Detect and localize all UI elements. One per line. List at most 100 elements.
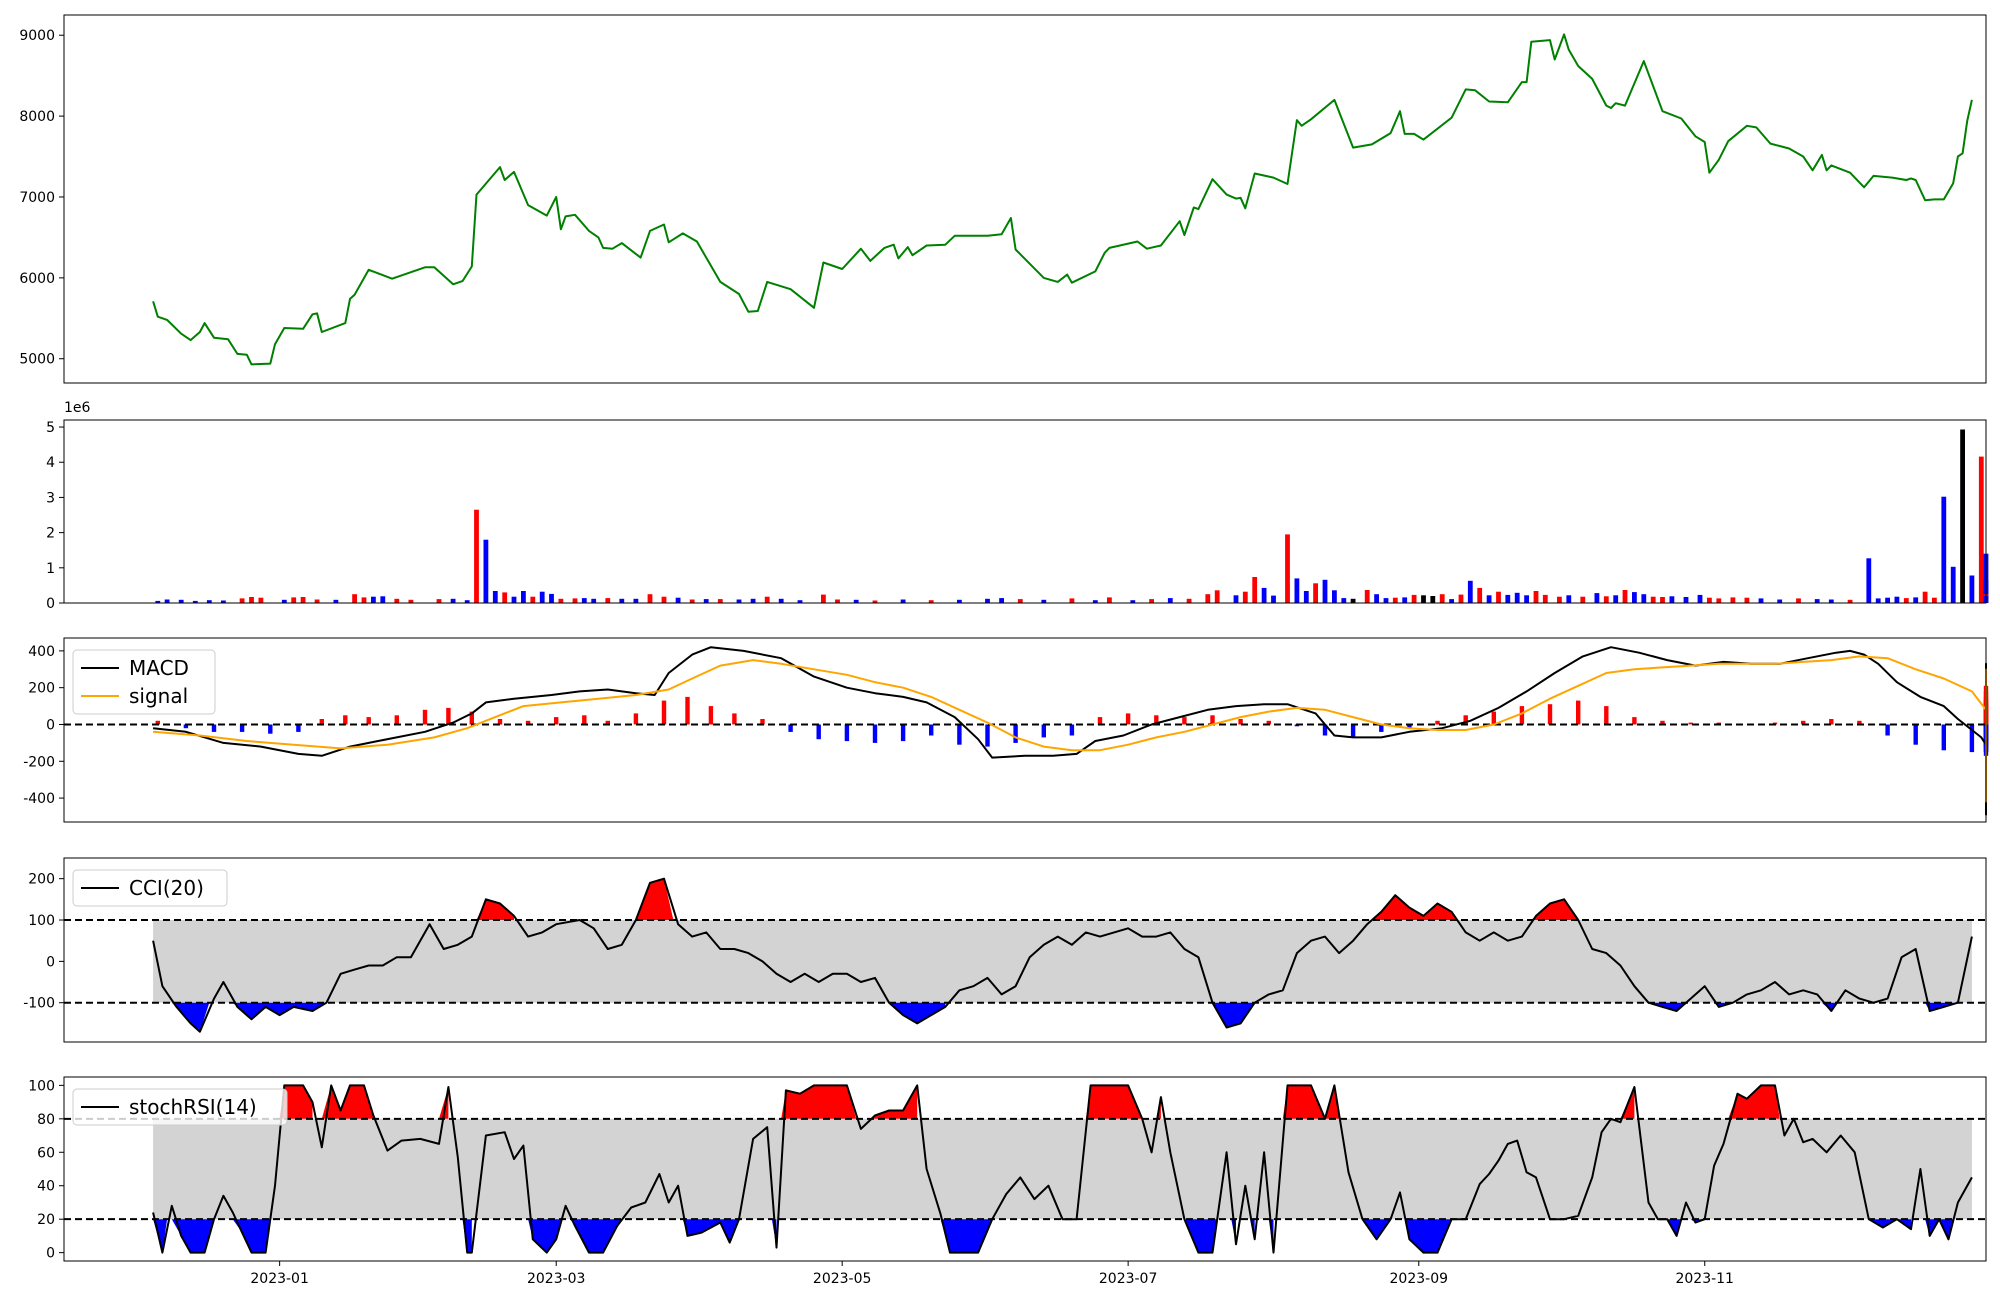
macd-ytick-label: -200 xyxy=(23,754,55,770)
macd-histogram-bar xyxy=(1913,724,1918,745)
volume-ytick-label: 1 xyxy=(46,561,55,577)
volume-bar xyxy=(1242,591,1248,603)
volume-ytick-label: 3 xyxy=(46,490,55,506)
volume-bar xyxy=(1650,596,1656,603)
volume-bar xyxy=(689,599,695,603)
stochrsi-panel: 0 20 40 60 80 100 stochRSI(14) xyxy=(28,1076,1987,1262)
volume-bar xyxy=(1932,597,1937,603)
volume-bar xyxy=(371,596,376,603)
volume-bar xyxy=(1796,598,1801,603)
macd-histogram-bar xyxy=(732,713,737,725)
price-ytick-label: 5000 xyxy=(19,352,55,368)
volume-bar xyxy=(750,598,756,603)
macd-ytick-label: 0 xyxy=(46,717,55,733)
macd-histogram-bar xyxy=(1069,724,1075,736)
volume-bar xyxy=(530,596,536,603)
macd-histogram-bar xyxy=(1041,724,1046,738)
volume-bar xyxy=(1252,577,1258,603)
volume-bar xyxy=(1392,597,1398,603)
stochrsi-overbought-fill xyxy=(153,1085,1972,1119)
macd-histogram-bar xyxy=(582,715,587,725)
volume-bar xyxy=(408,599,414,603)
volume-bar xyxy=(1875,598,1881,603)
macd-histogram-bar xyxy=(985,724,990,747)
cci-panel: -100 0 100 200 CCI(20) xyxy=(23,857,1987,1043)
macd-histogram-bar xyxy=(816,724,821,740)
cci-ytick-label: -100 xyxy=(23,996,55,1012)
volume-bar xyxy=(1641,594,1647,603)
volume-bar xyxy=(1814,599,1820,603)
volume-bar xyxy=(492,591,498,603)
volume-bar xyxy=(164,599,170,603)
volume-bar xyxy=(558,598,564,603)
volume-bar xyxy=(1449,599,1454,603)
stochrsi-ytick-label: 40 xyxy=(37,1179,55,1195)
volume-bar xyxy=(853,599,859,603)
volume-bar xyxy=(1467,580,1473,603)
volume-bar xyxy=(572,598,578,603)
volume-bar xyxy=(1383,598,1389,603)
macd-histogram-bar xyxy=(1941,724,1946,751)
macd-legend-box xyxy=(72,649,216,715)
volume-bar xyxy=(619,598,625,603)
volume-bar xyxy=(1514,592,1520,603)
volume-bar xyxy=(1271,595,1276,603)
volume-bar xyxy=(258,597,264,603)
macd-ytick-label: -400 xyxy=(23,791,55,807)
macd-histogram-bar xyxy=(319,719,324,725)
volume-bar xyxy=(1885,597,1890,603)
macd-histogram-bar xyxy=(183,724,189,729)
price-frame xyxy=(63,14,1987,384)
macd-histogram-bar xyxy=(605,720,610,725)
volume-frame xyxy=(63,419,1987,604)
volume-bar xyxy=(1744,597,1750,603)
volume-bar xyxy=(1205,594,1211,603)
macd-histogram-bar xyxy=(1125,713,1131,725)
volume-bar xyxy=(192,600,198,603)
cci-ytick-label: 200 xyxy=(28,872,55,888)
volume-bar xyxy=(1557,596,1562,603)
volume-bar xyxy=(314,599,320,603)
macd-histogram-bar xyxy=(633,713,639,725)
volume-bar xyxy=(1622,590,1628,603)
volume-bar xyxy=(1969,575,1975,603)
stochrsi-ytick-label: 100 xyxy=(28,1078,55,1094)
volume-bar xyxy=(1322,579,1328,603)
volume-bar xyxy=(239,598,245,603)
volume-bar xyxy=(1594,593,1600,603)
volume-bar xyxy=(778,598,784,603)
volume-bar xyxy=(249,597,254,603)
volume-bar xyxy=(703,599,709,603)
date-axis: 2023-01 2023-03 2023-05 2023-07 2023-09 2023-… xyxy=(250,1261,1734,1287)
volume-bar xyxy=(1092,600,1098,603)
volume-bar xyxy=(985,598,990,603)
macd-histogram-bar xyxy=(1463,715,1468,725)
macd-legend-label: MACD xyxy=(129,656,189,680)
volume-bar xyxy=(1294,578,1300,603)
volume-bar xyxy=(1566,595,1572,603)
volume-bar xyxy=(1313,583,1318,603)
volume-bar xyxy=(178,599,184,603)
signal-line xyxy=(153,655,1987,803)
volume-bar xyxy=(957,599,962,603)
cci-oversold-fill xyxy=(153,1002,1972,1032)
volume-bar xyxy=(1149,599,1154,603)
price-panel: 5000 6000 7000 8000 9000 xyxy=(19,14,1987,384)
volume-bar xyxy=(1978,456,1984,603)
volume-offset-label: 1e6 xyxy=(64,400,91,416)
price-line xyxy=(152,33,1973,366)
macd-histogram-bar xyxy=(1829,719,1834,725)
stochrsi-ytick-label: 0 xyxy=(46,1246,55,1262)
volume-bar xyxy=(1941,496,1947,603)
stochrsi-ytick-label: 60 xyxy=(37,1145,55,1161)
cci-ytick-label: 0 xyxy=(46,954,55,970)
volume-bar xyxy=(1632,592,1637,603)
volume-bar xyxy=(1130,600,1136,603)
volume-panel: 0 1 2 3 4 5 1e6 xyxy=(46,400,1989,612)
volume-bar xyxy=(464,600,470,603)
date-tick-label: 2023-03 xyxy=(527,1271,586,1287)
volume-bar xyxy=(380,596,386,603)
stochrsi-legend-box xyxy=(72,1088,288,1126)
volume-bar xyxy=(1458,594,1464,603)
